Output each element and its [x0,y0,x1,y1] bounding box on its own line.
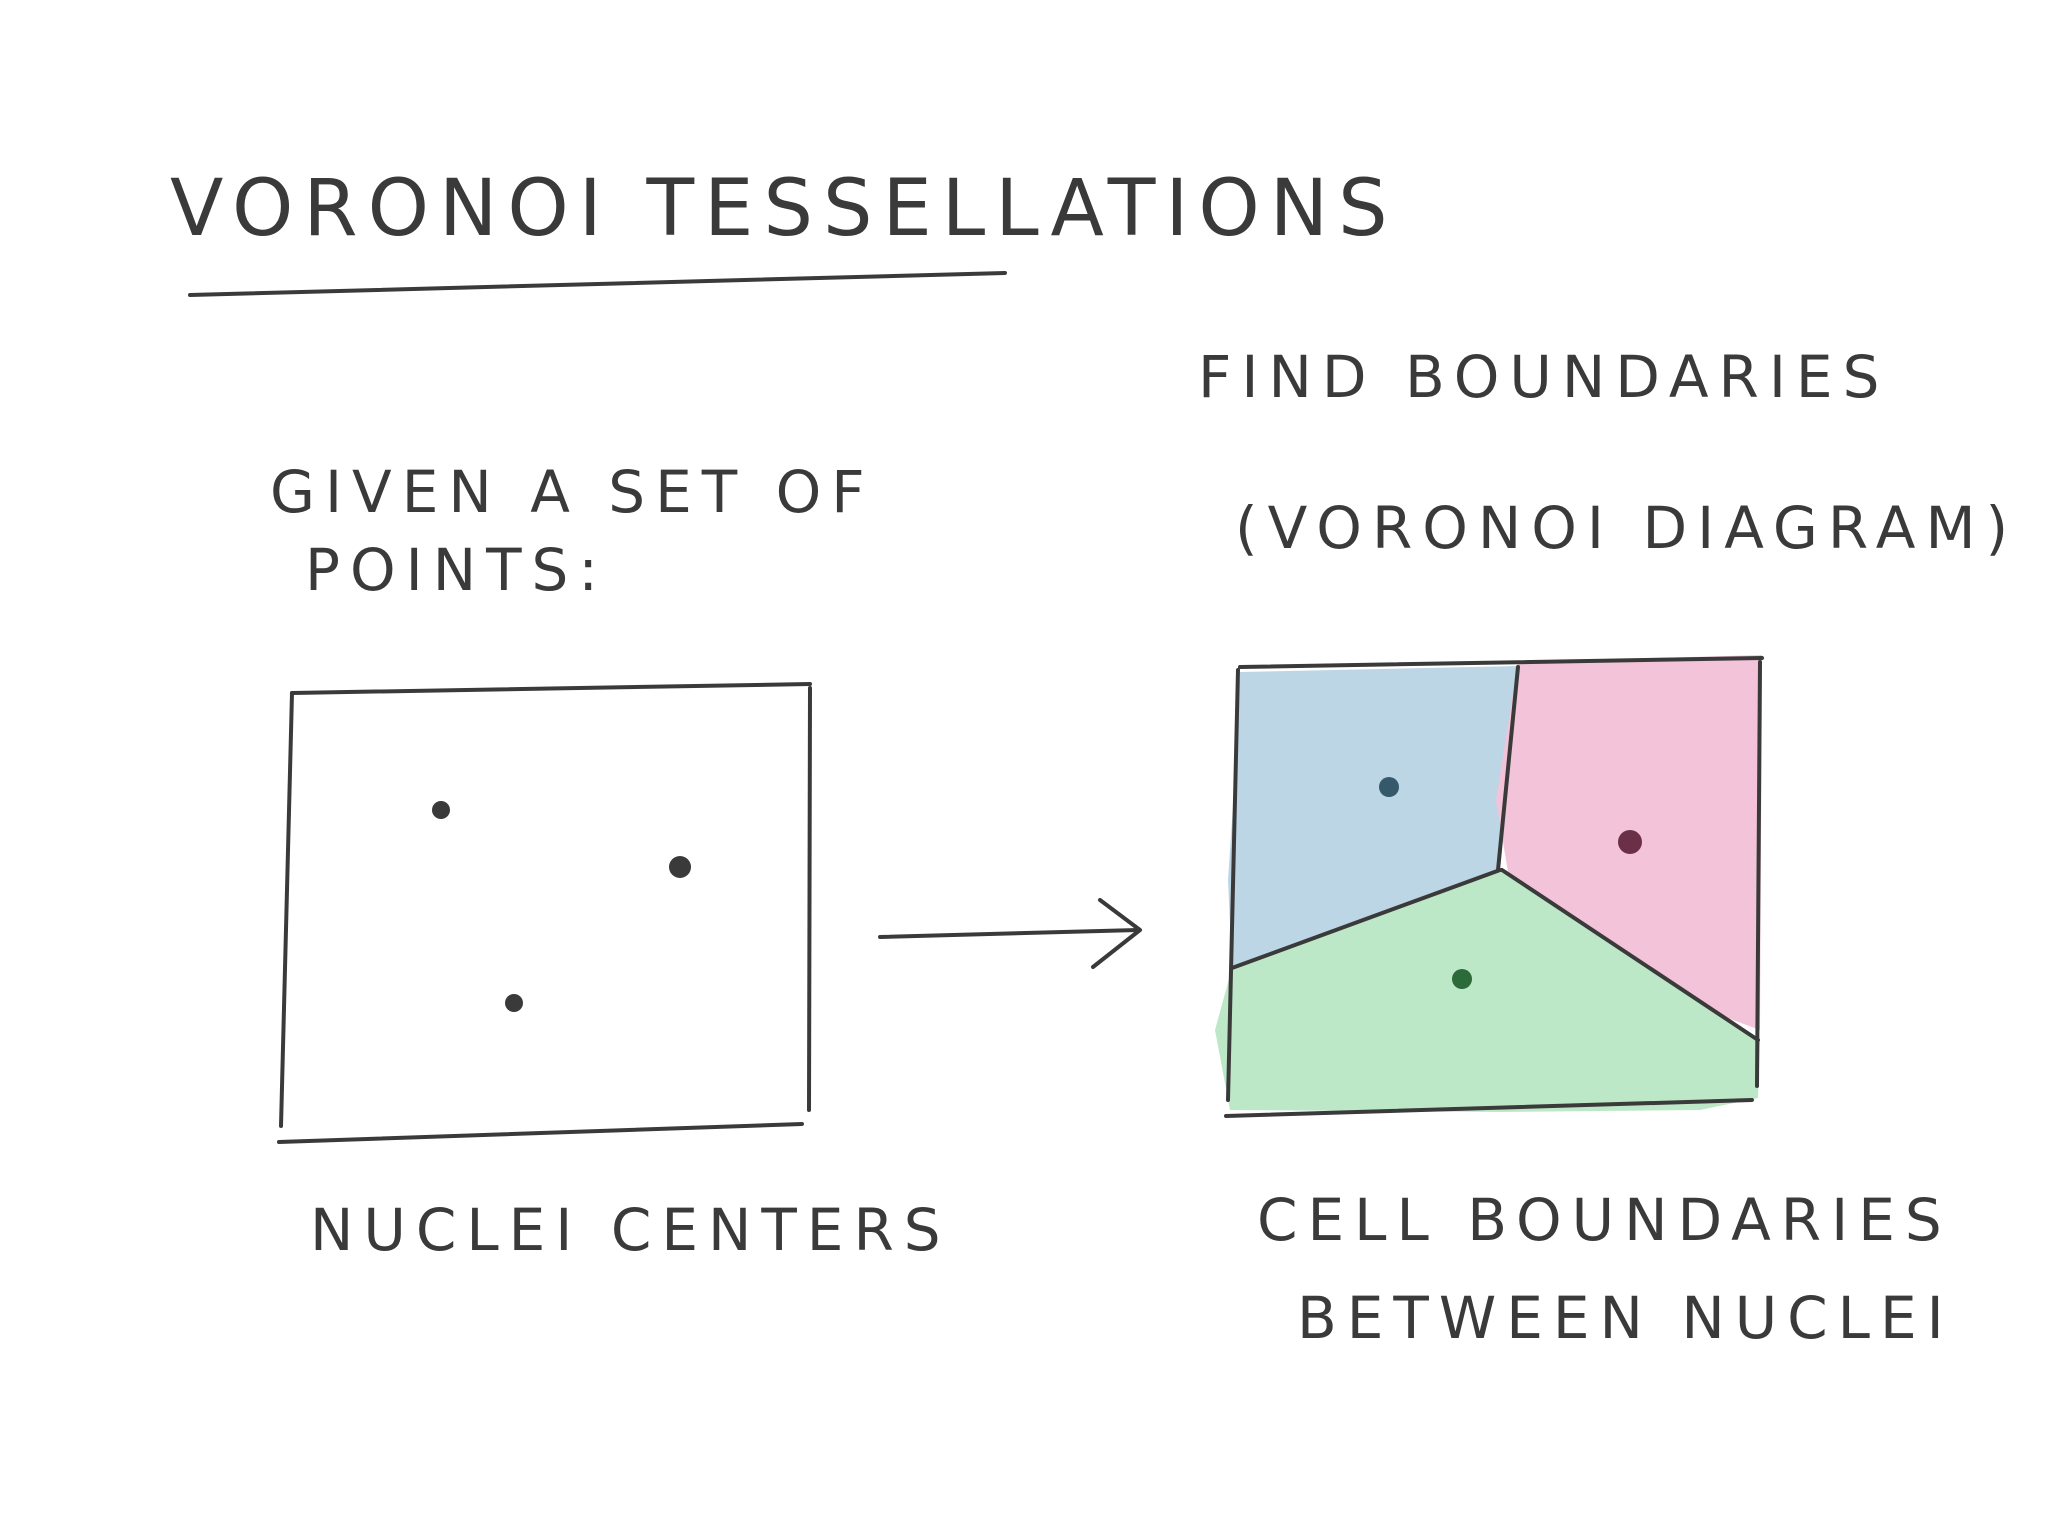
title-underline [188,271,1007,297]
diagram-box-top [1238,656,1764,669]
left-label: NUCLEI CENTERS [310,1196,951,1264]
points-box [277,682,812,1144]
nucleus-pink [1618,830,1642,854]
arrow-icon [878,898,1142,969]
nucleus-blue [1379,777,1399,797]
points-box-bottom [277,1122,804,1144]
cell-green [1215,870,1760,1112]
point-3 [505,994,523,1012]
right-label-line1: CELL BOUNDARIES [1257,1186,1952,1254]
point-1 [432,801,450,819]
right-caption-line1: FIND BOUNDARIES [1198,343,1889,411]
right-caption-line2: (VORONOI DIAGRAM) [1235,494,2018,562]
points-box-top [290,682,812,695]
cell-boundary-1 [1496,665,1520,872]
right-label-line2: BETWEEN NUCLEI [1297,1284,1954,1352]
cell-boundary-2 [1230,868,1502,970]
points-box-left [279,691,294,1128]
title: VORONOI TESSELLATIONS [170,164,1398,254]
diagram-box-bottom [1224,1098,1754,1118]
left-caption-line1: GIVEN A SET OF [270,458,875,526]
nucleus-green [1452,969,1472,989]
left-caption-line2: POINTS: [305,536,608,604]
voronoi-diagram [1215,655,1764,1118]
points-box-right [807,686,812,1112]
cell-boundary-3 [1500,868,1760,1042]
cell-blue [1228,666,1518,968]
diagram-box-left [1226,668,1240,1102]
diagram-box-right [1755,660,1762,1088]
point-2 [669,856,691,878]
